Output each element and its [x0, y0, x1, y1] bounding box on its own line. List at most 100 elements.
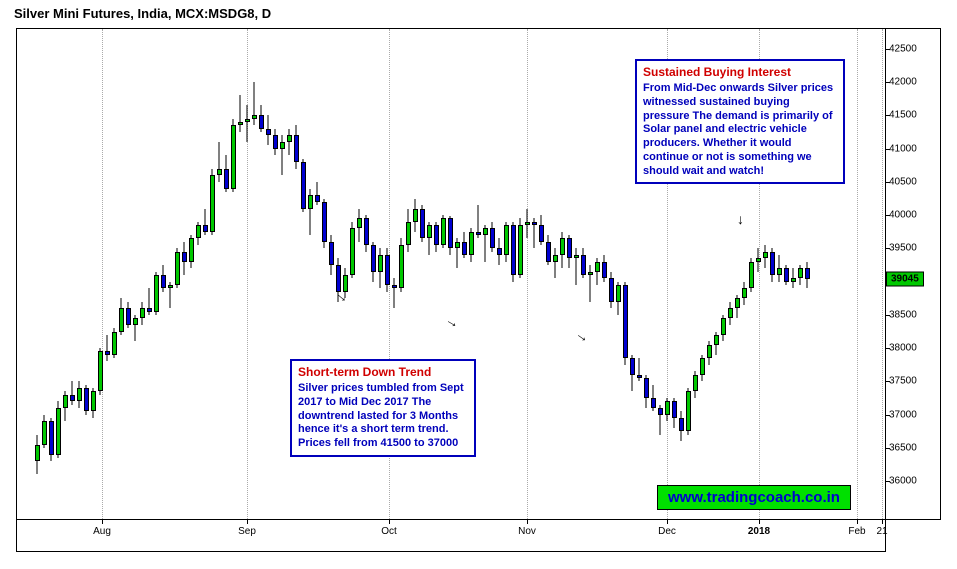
candle[interactable] — [609, 29, 614, 521]
candle[interactable] — [504, 29, 509, 521]
candle[interactable] — [105, 29, 110, 521]
x-tick-mark — [667, 520, 668, 524]
candle-body-down — [182, 252, 187, 262]
candle-body-down — [105, 351, 110, 354]
candle[interactable] — [595, 29, 600, 521]
candle[interactable] — [483, 29, 488, 521]
candle[interactable] — [238, 29, 243, 521]
candle[interactable] — [476, 29, 481, 521]
candle[interactable] — [280, 29, 285, 521]
candle[interactable] — [553, 29, 558, 521]
candle[interactable] — [91, 29, 96, 521]
candle-body-up — [427, 225, 432, 238]
candle[interactable] — [203, 29, 208, 521]
candle[interactable] — [189, 29, 194, 521]
candle-body-up — [455, 242, 460, 249]
candle-body-down — [126, 308, 131, 325]
candle[interactable] — [63, 29, 68, 521]
candle-body-up — [231, 125, 236, 188]
candle[interactable] — [273, 29, 278, 521]
candle[interactable] — [154, 29, 159, 521]
candle[interactable] — [518, 29, 523, 521]
candle[interactable] — [630, 29, 635, 521]
watermark-link[interactable]: www.tradingcoach.co.in — [657, 485, 851, 510]
candle[interactable] — [84, 29, 89, 521]
candle[interactable] — [511, 29, 516, 521]
candle-body-down — [70, 395, 75, 402]
candle[interactable] — [252, 29, 257, 521]
candle[interactable] — [42, 29, 47, 521]
candle[interactable] — [182, 29, 187, 521]
candle[interactable] — [581, 29, 586, 521]
y-tick-label: 40000 — [889, 210, 917, 221]
candle-body-down — [434, 225, 439, 245]
candle[interactable] — [602, 29, 607, 521]
candle[interactable] — [245, 29, 250, 521]
chart-plot-area[interactable]: Short-term Down TrendSilver prices tumbl… — [16, 28, 886, 520]
candle-body-up — [588, 272, 593, 275]
candle-body-up — [280, 142, 285, 149]
candle[interactable] — [175, 29, 180, 521]
candle-body-up — [665, 401, 670, 414]
candle-body-down — [770, 252, 775, 275]
candle[interactable] — [588, 29, 593, 521]
candle-body-up — [245, 119, 250, 122]
candle[interactable] — [196, 29, 201, 521]
candle[interactable] — [224, 29, 229, 521]
candle[interactable] — [77, 29, 82, 521]
candle-body-down — [315, 195, 320, 202]
candle[interactable] — [560, 29, 565, 521]
candle-body-up — [728, 308, 733, 318]
x-tick-label: 2018 — [748, 526, 770, 537]
candle[interactable] — [525, 29, 530, 521]
candle[interactable] — [546, 29, 551, 521]
candle[interactable] — [140, 29, 145, 521]
candle[interactable] — [266, 29, 271, 521]
y-tick-label: 41500 — [889, 110, 917, 121]
candle[interactable] — [497, 29, 502, 521]
candle[interactable] — [133, 29, 138, 521]
candle-body-up — [252, 115, 257, 118]
candle-body-up — [777, 268, 782, 275]
candle-body-up — [406, 222, 411, 245]
candle-body-up — [791, 278, 796, 281]
candle[interactable] — [49, 29, 54, 521]
candle[interactable] — [112, 29, 117, 521]
candle-body-up — [441, 218, 446, 245]
candle-body-up — [483, 228, 488, 235]
candle-body-down — [651, 398, 656, 408]
candle[interactable] — [210, 29, 215, 521]
candle-body-up — [217, 169, 222, 176]
candle[interactable] — [259, 29, 264, 521]
candle[interactable] — [126, 29, 131, 521]
candle-wick — [247, 105, 248, 142]
candle-body-down — [266, 129, 271, 136]
candle[interactable] — [231, 29, 236, 521]
candle[interactable] — [490, 29, 495, 521]
y-tick-label: 38500 — [889, 309, 917, 320]
candle[interactable] — [539, 29, 544, 521]
candle[interactable] — [98, 29, 103, 521]
y-tick-label: 41000 — [889, 143, 917, 154]
candle[interactable] — [168, 29, 173, 521]
candle-body-up — [112, 332, 117, 355]
annotation-buying-interest-title: Sustained Buying Interest — [643, 65, 837, 80]
candle[interactable] — [567, 29, 572, 521]
candle[interactable] — [161, 29, 166, 521]
candle-body-up — [742, 288, 747, 298]
candle-body-up — [763, 252, 768, 259]
x-axis: AugSepOctNovDec2018Feb21 — [16, 520, 886, 552]
candle[interactable] — [119, 29, 124, 521]
candle[interactable] — [35, 29, 40, 521]
candle-body-up — [168, 285, 173, 288]
chart-title: Silver Mini Futures, India, MCX:MSDG8, D — [14, 6, 271, 21]
candle[interactable] — [70, 29, 75, 521]
candle[interactable] — [147, 29, 152, 521]
candle[interactable] — [616, 29, 621, 521]
candle[interactable] — [217, 29, 222, 521]
candle[interactable] — [574, 29, 579, 521]
candle-body-down — [497, 248, 502, 255]
candle[interactable] — [56, 29, 61, 521]
candle[interactable] — [623, 29, 628, 521]
candle[interactable] — [532, 29, 537, 521]
